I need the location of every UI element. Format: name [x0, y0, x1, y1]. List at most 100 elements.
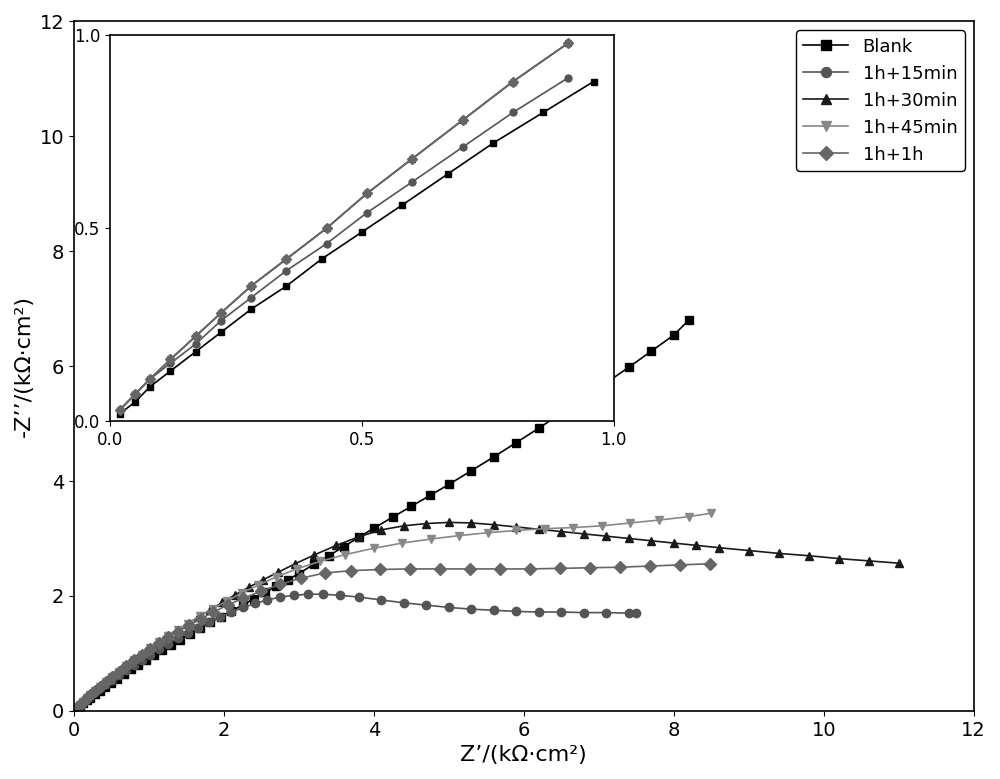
1h+15min: [100, 680, 112, 689]
1h+45min: [81, 693, 93, 703]
Y-axis label: -Z’’/(kΩ·cm²): -Z’’/(kΩ·cm²): [14, 295, 34, 437]
1h+45min: [683, 512, 695, 521]
Blank: [323, 551, 335, 560]
1h+1h: [319, 568, 331, 577]
Blank: [510, 438, 522, 447]
Blank: [237, 601, 249, 610]
1h+1h: [84, 690, 96, 700]
Blank: [84, 693, 96, 703]
1h+15min: [555, 608, 567, 617]
1h+1h: [554, 564, 566, 573]
1h+45min: [182, 619, 194, 628]
Blank: [308, 559, 320, 569]
1h+15min: [84, 691, 96, 700]
1h+1h: [113, 667, 125, 676]
1h+30min: [69, 704, 81, 714]
1h+15min: [237, 603, 249, 612]
1h+45min: [84, 690, 96, 700]
1h+15min: [334, 590, 346, 600]
Blank: [353, 533, 365, 542]
1h+15min: [420, 601, 432, 610]
Blank: [282, 575, 294, 584]
Blank: [683, 315, 695, 325]
1h+15min: [94, 684, 106, 693]
1h+45min: [69, 704, 81, 714]
Blank: [387, 513, 399, 522]
1h+45min: [120, 661, 132, 671]
Legend: Blank, 1h+15min, 1h+30min, 1h+45min, 1h+1h: Blank, 1h+15min, 1h+30min, 1h+45min, 1h+…: [796, 30, 965, 171]
1h+1h: [74, 700, 86, 709]
1h+15min: [77, 697, 89, 707]
Blank: [118, 669, 130, 679]
Blank: [204, 618, 216, 627]
1h+45min: [94, 682, 106, 692]
Blank: [555, 408, 567, 418]
1h+45min: [624, 518, 636, 527]
Blank: [94, 686, 106, 696]
1h+15min: [106, 675, 118, 685]
1h+15min: [488, 605, 500, 615]
1h+15min: [465, 605, 477, 614]
1h+15min: [128, 660, 140, 669]
Blank: [99, 682, 111, 692]
1h+1h: [100, 678, 112, 687]
Blank: [111, 674, 123, 683]
1h+1h: [345, 566, 357, 576]
1h+45min: [207, 604, 219, 613]
1h+45min: [106, 672, 118, 682]
1h+45min: [368, 544, 380, 553]
1h+45min: [194, 612, 206, 621]
1h+30min: [465, 518, 477, 527]
1h+15min: [600, 608, 612, 617]
Blank: [194, 623, 206, 633]
1h+15min: [288, 590, 300, 600]
1h+1h: [162, 633, 174, 642]
Blank: [293, 569, 305, 578]
1h+1h: [195, 614, 207, 623]
1h+1h: [464, 564, 476, 573]
1h+45min: [482, 528, 494, 538]
1h+15min: [398, 598, 410, 608]
1h+45min: [221, 597, 233, 606]
1h+45min: [270, 573, 282, 582]
Line: 1h+1h: 1h+1h: [71, 559, 714, 714]
1h+45min: [314, 557, 326, 566]
1h+45min: [153, 638, 165, 647]
Blank: [225, 606, 237, 615]
1h+45min: [510, 526, 522, 535]
Blank: [125, 664, 137, 674]
1h+1h: [434, 564, 446, 573]
1h+1h: [77, 697, 89, 707]
1h+45min: [567, 523, 579, 532]
1h+15min: [510, 607, 522, 616]
1h+45min: [72, 702, 84, 711]
1h+15min: [172, 633, 184, 643]
1h+1h: [524, 564, 536, 573]
1h+1h: [81, 693, 93, 703]
1h+45min: [425, 534, 437, 544]
Blank: [465, 466, 477, 475]
Blank: [165, 640, 177, 650]
1h+15min: [144, 650, 156, 659]
1h+15min: [72, 702, 84, 711]
1h+1h: [644, 562, 656, 571]
1h+15min: [153, 644, 165, 654]
1h+15min: [182, 628, 194, 637]
1h+1h: [614, 562, 626, 572]
1h+15min: [69, 704, 81, 714]
1h+1h: [404, 564, 416, 573]
Blank: [645, 347, 657, 356]
Blank: [488, 453, 500, 462]
1h+1h: [222, 601, 234, 610]
1h+15min: [113, 671, 125, 680]
Blank: [424, 491, 436, 500]
1h+15min: [533, 608, 545, 617]
1h+15min: [317, 590, 329, 599]
1h+15min: [375, 595, 387, 605]
1h+45min: [136, 650, 148, 659]
1h+45min: [172, 626, 184, 635]
1h+1h: [128, 656, 140, 665]
Blank: [132, 660, 144, 669]
1h+1h: [172, 627, 184, 636]
1h+15min: [81, 695, 93, 704]
